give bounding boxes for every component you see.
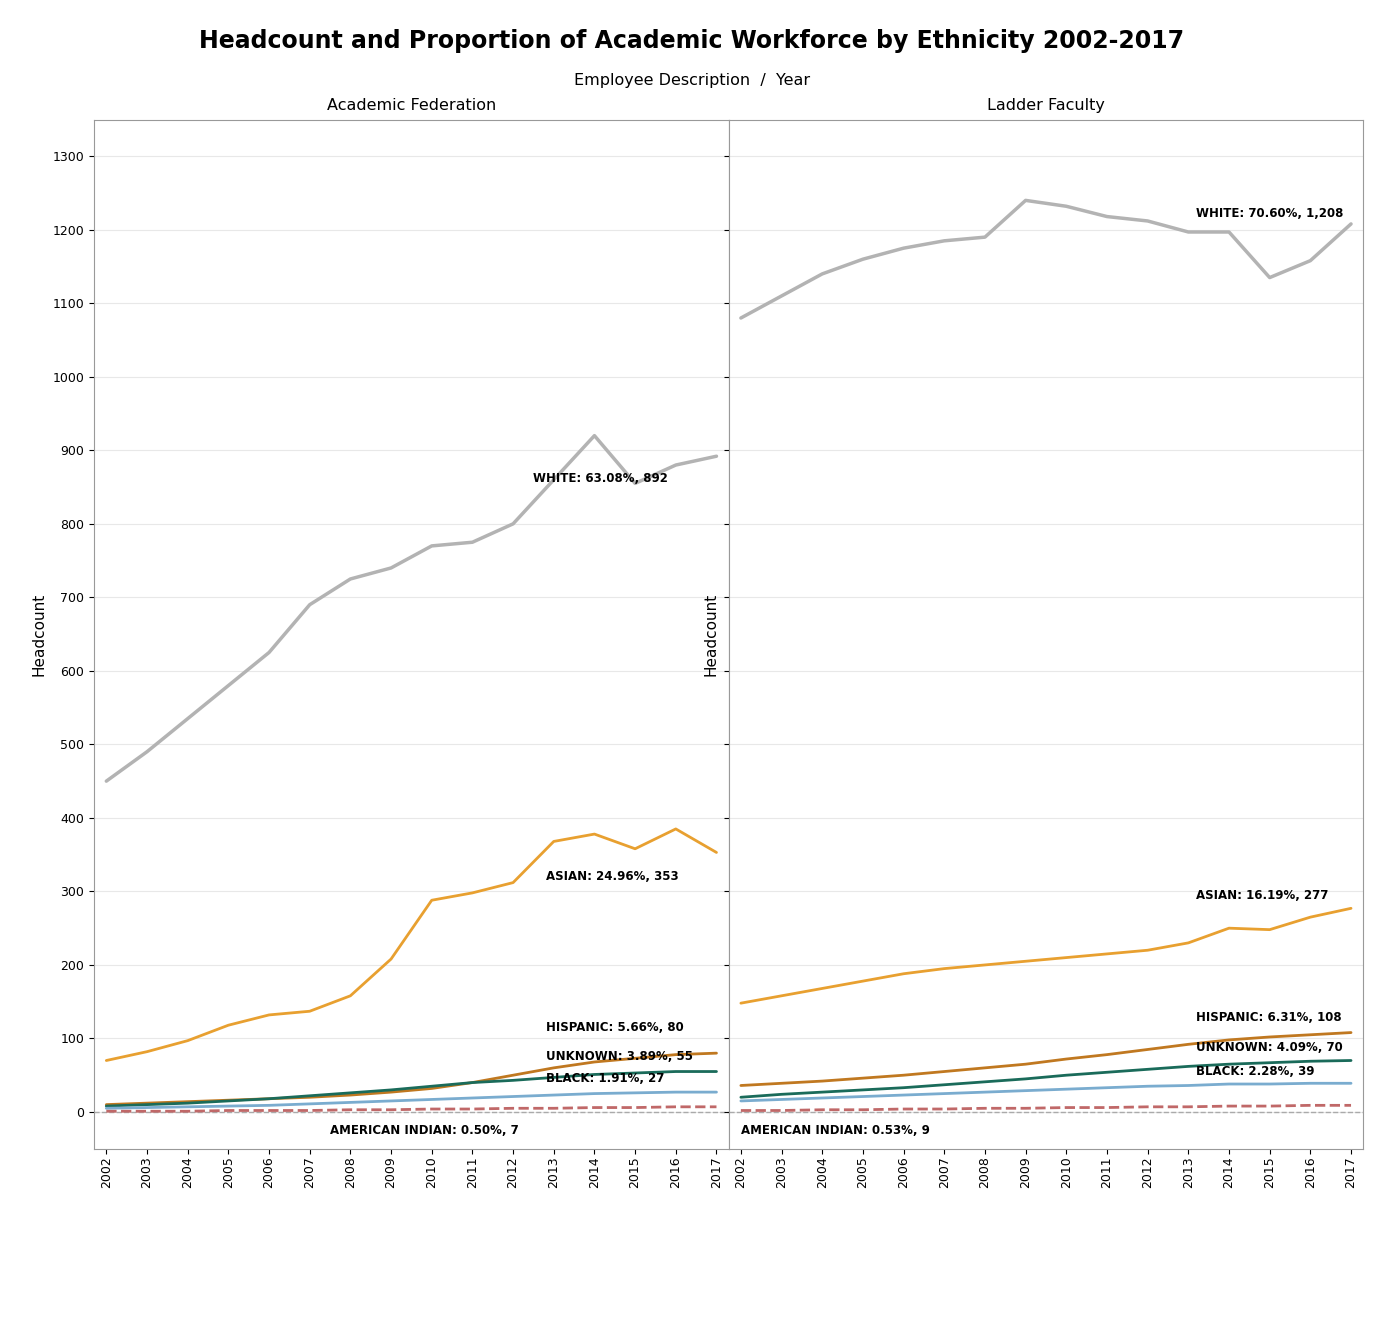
- Text: UNKNOWN: 3.89%, 55: UNKNOWN: 3.89%, 55: [545, 1050, 692, 1064]
- Y-axis label: Headcount: Headcount: [703, 592, 718, 676]
- Text: ASIAN: 24.96%, 353: ASIAN: 24.96%, 353: [545, 870, 678, 883]
- Title: Ladder Faculty: Ladder Faculty: [987, 98, 1104, 113]
- Text: BLACK: 1.91%, 27: BLACK: 1.91%, 27: [545, 1073, 664, 1085]
- Text: Employee Description  /  Year: Employee Description / Year: [574, 73, 810, 88]
- Text: AMERICAN INDIAN: 0.50%, 7: AMERICAN INDIAN: 0.50%, 7: [329, 1123, 519, 1137]
- Title: Academic Federation: Academic Federation: [327, 98, 495, 113]
- Text: BLACK: 2.28%, 39: BLACK: 2.28%, 39: [1196, 1065, 1315, 1078]
- Text: ASIAN: 16.19%, 277: ASIAN: 16.19%, 277: [1196, 888, 1329, 902]
- Text: Headcount and Proportion of Academic Workforce by Ethnicity 2002-2017: Headcount and Proportion of Academic Wor…: [199, 29, 1185, 53]
- Y-axis label: Headcount: Headcount: [32, 592, 47, 676]
- Text: AMERICAN INDIAN: 0.53%, 9: AMERICAN INDIAN: 0.53%, 9: [740, 1123, 930, 1137]
- Text: HISPANIC: 6.31%, 108: HISPANIC: 6.31%, 108: [1196, 1012, 1342, 1024]
- Text: HISPANIC: 5.66%, 80: HISPANIC: 5.66%, 80: [545, 1021, 684, 1035]
- Text: UNKNOWN: 4.09%, 70: UNKNOWN: 4.09%, 70: [1196, 1041, 1344, 1054]
- Text: WHITE: 63.08%, 892: WHITE: 63.08%, 892: [533, 471, 668, 485]
- Text: WHITE: 70.60%, 1,208: WHITE: 70.60%, 1,208: [1196, 207, 1344, 220]
